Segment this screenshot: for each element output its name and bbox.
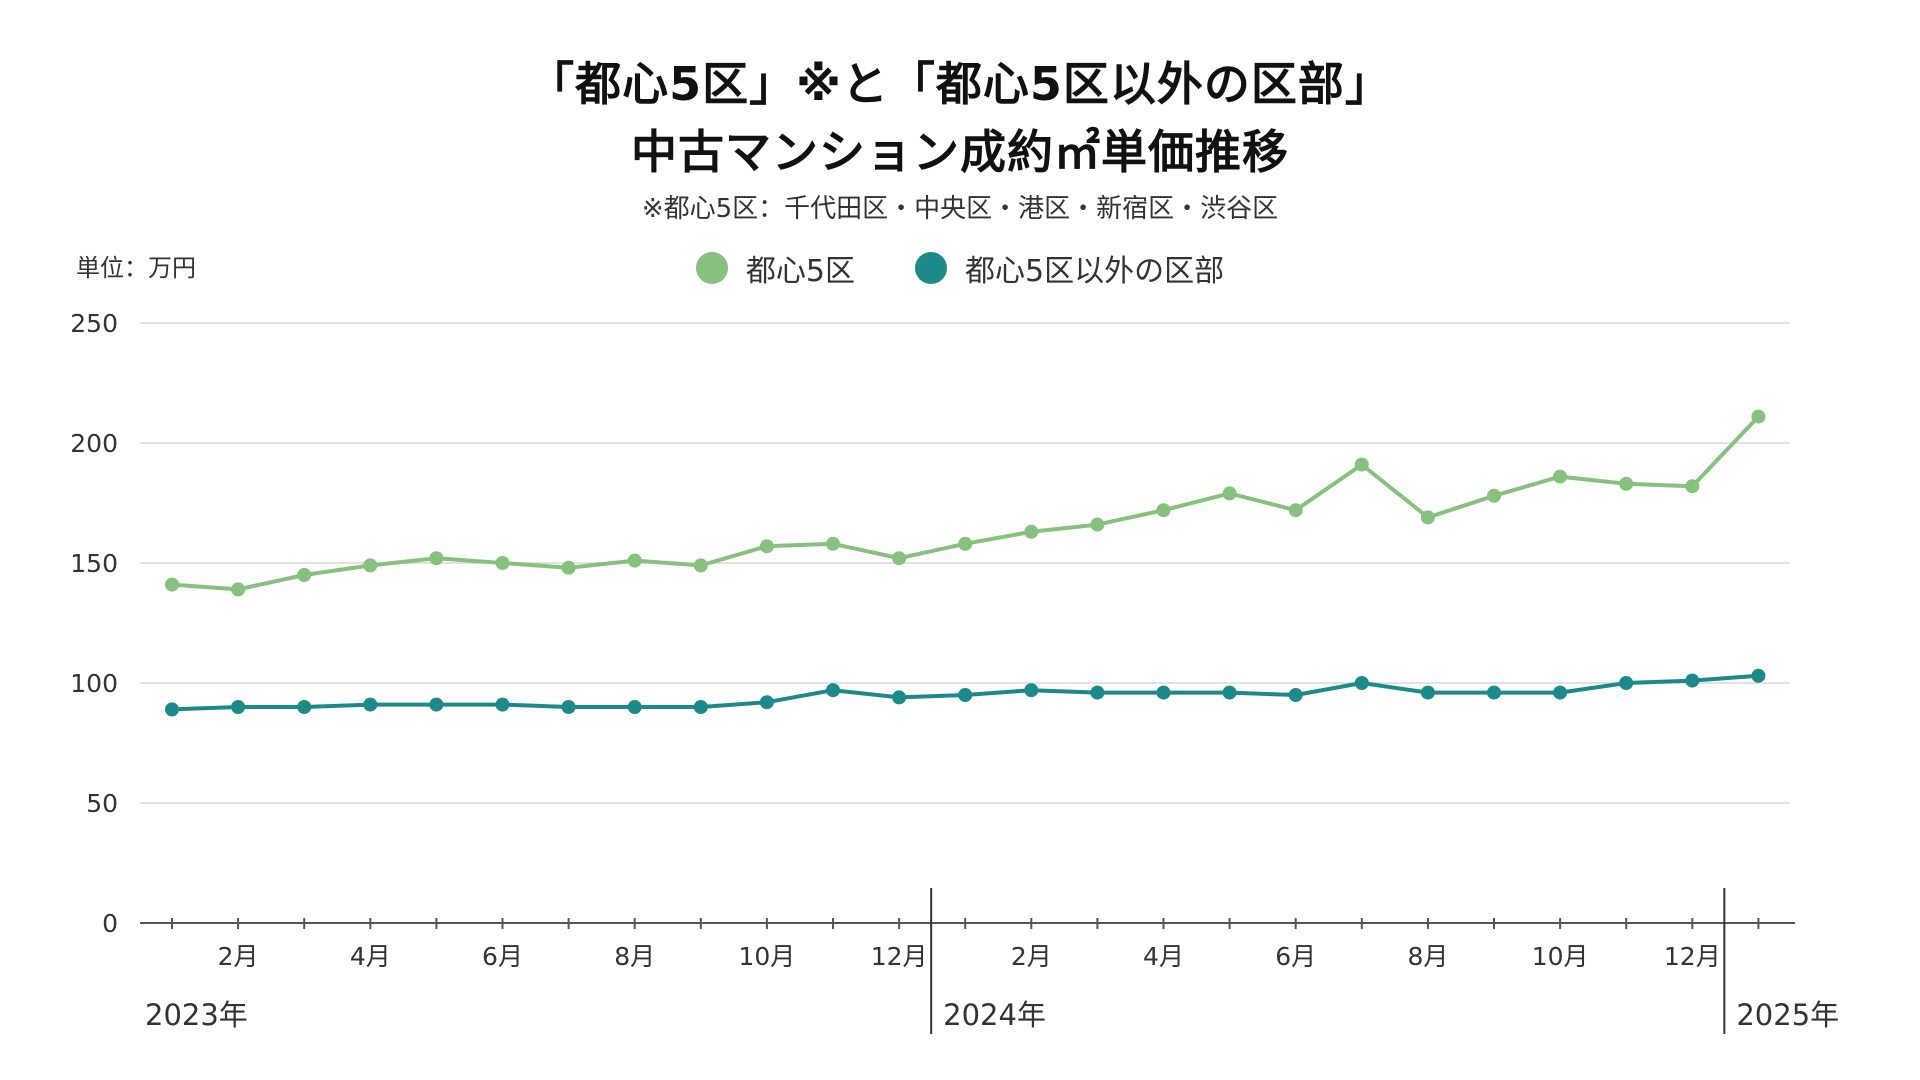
data-point-s0-2024-01 [958,536,973,551]
data-point-s1-2024-03 [1090,685,1105,700]
data-point-s1-2023-01 [165,702,179,717]
legend-marker-other-wards [915,252,947,284]
chart-title-line1: 「都心5区」※と「都心5区以外の区部」 [528,57,1392,111]
x-tick-label-2023-06: 6月 [482,942,523,971]
data-point-s0-2024-03 [1090,517,1105,532]
legend-label-other-wards: 都心5区以外の区部 [965,254,1225,289]
data-point-s0-2023-01 [165,577,179,592]
y-tick-label-200: 200 [70,429,118,458]
x-tick-label-2024-08: 8月 [1407,942,1448,971]
legend-item-central5: 都心5区 [695,246,855,290]
data-point-s0-2024-06 [1288,503,1303,518]
data-point-s1-2023-06 [495,697,510,712]
data-point-s0-2024-08 [1420,510,1435,525]
data-point-s0-2024-10 [1553,469,1568,484]
y-tick-label-0: 0 [102,909,118,938]
chart-title-line2: 中古マンション成約㎡単価推移 [631,125,1289,179]
legend-item-other-wards: 都心5区以外の区部 [915,246,1224,290]
x-tick-label-2023-10: 10月 [738,942,795,971]
data-point-s1-2023-04 [363,697,378,712]
data-point-s1-2023-03 [297,700,312,714]
x-tick-label-2024-06: 6月 [1275,942,1316,971]
year-label-1: 2024年 [943,998,1046,1032]
year-label-2: 2025年 [1736,998,1839,1032]
data-point-s0-2023-03 [297,568,312,582]
x-tick-label-2024-04: 4月 [1143,942,1184,971]
data-point-s1-2024-06 [1288,688,1303,702]
data-point-s1-2023-02 [231,700,246,714]
x-tick-label-2023-02: 2月 [218,942,259,971]
data-point-s0-2023-09 [693,558,708,573]
data-point-s0-2023-04 [363,558,378,573]
y-tick-label-100: 100 [70,669,118,698]
legend: 都心5区 都心5区以外の区部 [0,246,1920,290]
data-point-s1-2023-09 [693,700,708,714]
data-point-s0-2023-11 [826,536,840,551]
data-point-s0-2024-07 [1354,457,1369,472]
data-point-s1-2024-01 [958,688,973,702]
data-point-s0-2024-09 [1487,488,1501,503]
data-point-s0-2024-05 [1222,486,1237,501]
data-point-s1-2023-08 [627,700,642,714]
legend-marker-central5 [695,252,728,284]
data-point-s1-2024-04 [1156,685,1171,700]
data-point-s1-2023-05 [429,697,444,712]
data-point-s1-2023-11 [826,683,840,698]
data-point-s1-2024-07 [1354,676,1369,690]
data-point-s0-2023-05 [429,551,444,566]
legend-label-central5: 都心5区 [745,254,855,289]
x-tick-label-2023-04: 4月 [350,942,391,971]
data-point-s0-2024-11 [1619,476,1634,491]
data-point-s0-2023-12 [892,551,907,566]
data-point-s0-2024-04 [1156,503,1171,518]
data-point-s0-2023-08 [627,553,642,568]
x-tick-label-2024-02: 2月 [1011,942,1052,971]
x-tick-label-2023-12: 12月 [871,942,928,971]
data-point-s1-2024-12 [1685,673,1700,688]
data-point-s0-2024-12 [1685,479,1700,494]
chart-subtitle: ※都心5区：千代田区・中央区・港区・新宿区・渋谷区 [641,194,1279,224]
data-point-s1-2023-07 [561,700,576,714]
data-point-s1-2023-10 [759,695,774,710]
y-tick-label-150: 150 [70,549,118,578]
year-label-0: 2023年 [145,998,248,1032]
data-point-s1-2025-01 [1751,668,1766,683]
data-point-s0-2023-06 [495,556,510,570]
unit-label: 単位：万円 [76,254,196,282]
data-point-s1-2024-10 [1553,685,1568,700]
y-tick-label-250: 250 [70,309,118,338]
x-tick-label-2023-08: 8月 [614,942,655,971]
data-point-s1-2024-11 [1619,676,1634,690]
data-point-s0-2023-02 [231,582,246,597]
data-point-s1-2024-05 [1222,685,1237,700]
data-point-s1-2024-08 [1420,685,1435,700]
data-point-s1-2024-09 [1487,685,1501,700]
x-tick-label-2024-12: 12月 [1664,942,1721,971]
y-tick-label-50: 50 [86,789,118,818]
x-tick-label-2024-10: 10月 [1532,942,1589,971]
data-point-s0-2023-10 [759,539,774,554]
data-point-s1-2023-12 [892,690,907,705]
data-point-s0-2024-02 [1024,524,1039,539]
data-point-s1-2024-02 [1024,683,1039,698]
data-point-s0-2023-07 [561,560,576,575]
data-point-s0-2025-01 [1751,409,1766,424]
